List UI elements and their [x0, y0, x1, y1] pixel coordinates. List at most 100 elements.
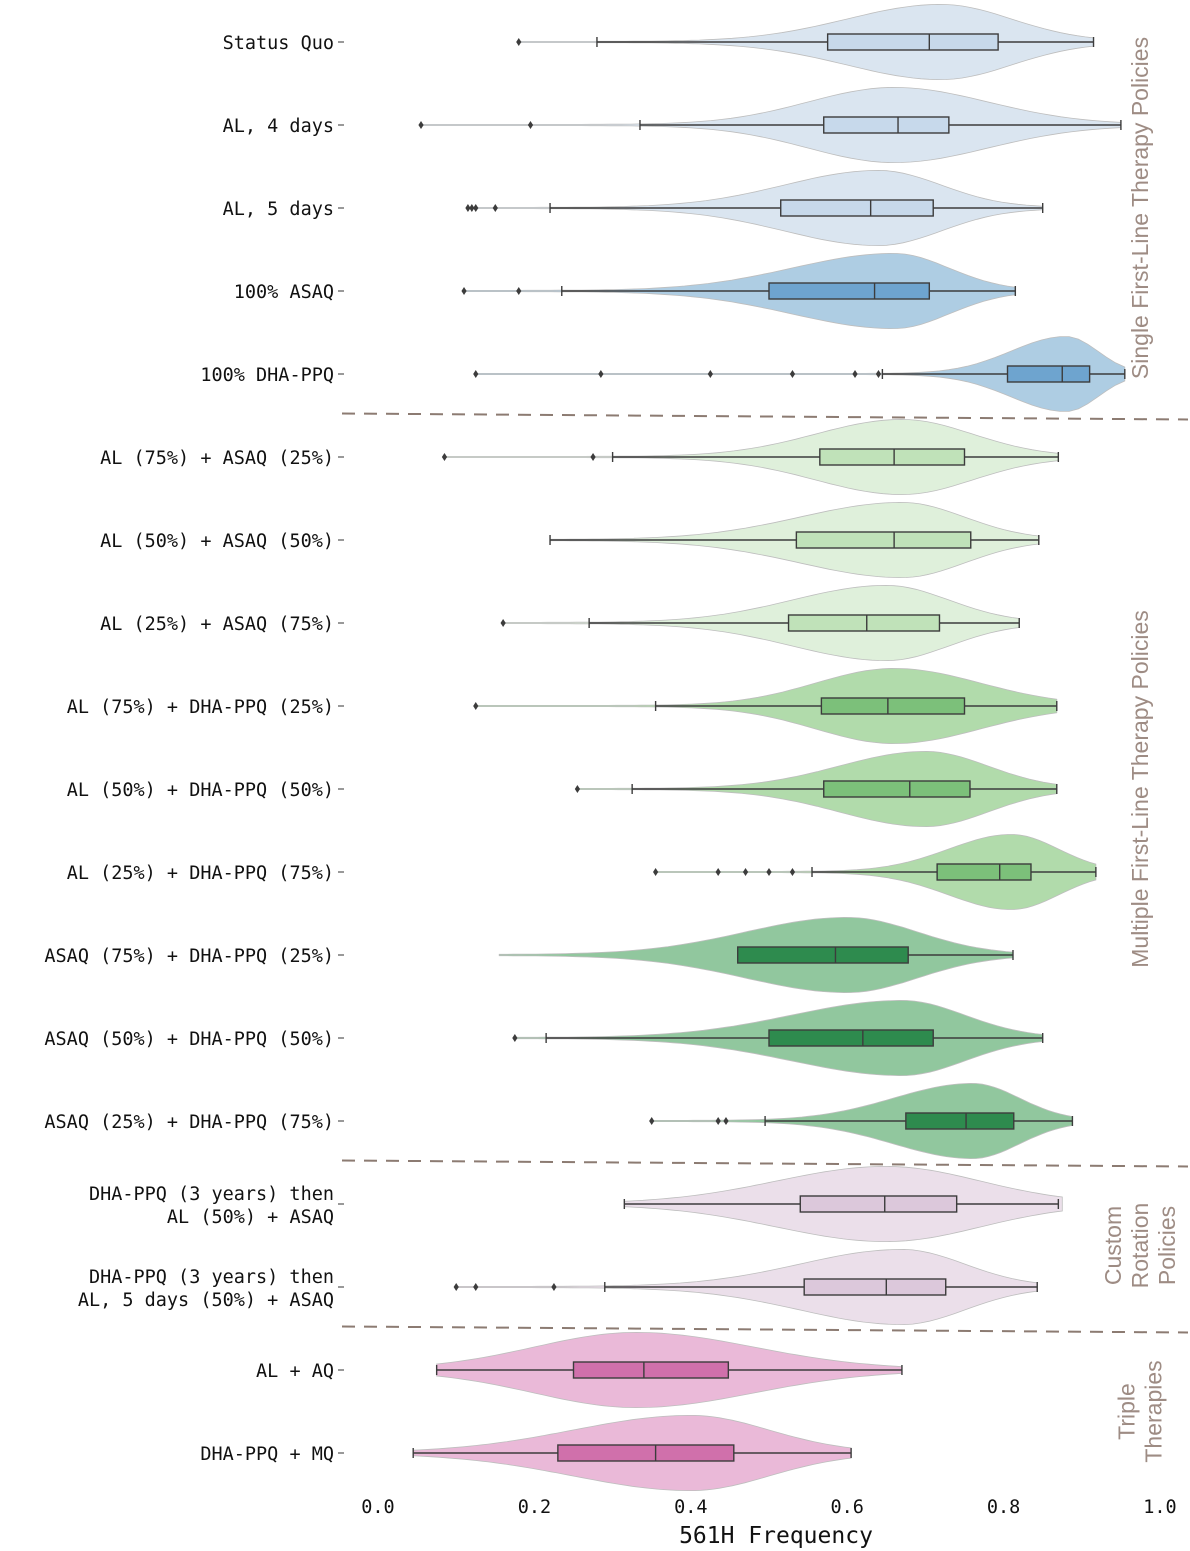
- category-label: AL (50%) + DHA-PPQ (50%): [67, 780, 334, 801]
- outlier-point: [723, 1117, 729, 1125]
- outlier-point: [516, 38, 522, 46]
- category-label-line: DHA-PPQ + MQ: [200, 1444, 334, 1465]
- category-label-line: AL, 5 days (50%) + ASAQ: [78, 1290, 334, 1311]
- iqr-box: [557, 1444, 735, 1462]
- category-label-line: AL (50%) + DHA-PPQ (50%): [67, 780, 334, 801]
- outlier-point: [453, 1283, 459, 1291]
- category-label-line: AL, 4 days: [223, 116, 334, 137]
- outlier-point: [551, 1283, 557, 1291]
- category-label-line: ASAQ (25%) + DHA-PPQ (75%): [44, 1112, 334, 1133]
- outlier-point: [516, 287, 522, 295]
- category-label-line: ASAQ (75%) + DHA-PPQ (25%): [44, 946, 334, 967]
- outlier-point: [598, 370, 604, 378]
- group-label-line: Multiple First-Line Therapy Policies: [1127, 610, 1153, 968]
- category-label-line: 100% DHA-PPQ: [200, 365, 334, 386]
- x-tick-label: 0.4: [674, 1497, 707, 1518]
- category-label: 100% ASAQ: [234, 282, 334, 303]
- iqr-box: [795, 531, 972, 549]
- group-label-line: Policies: [1154, 1206, 1180, 1285]
- violin: [475, 336, 1126, 412]
- group-label-line: Triple: [1114, 1383, 1140, 1440]
- category-label: ASAQ (50%) + DHA-PPQ (50%): [44, 1029, 334, 1050]
- category-label: AL (75%) + DHA-PPQ (25%): [67, 697, 334, 718]
- category-label-line: Status Quo: [223, 33, 334, 54]
- outlier-point: [715, 1117, 721, 1125]
- group-label: CustomRotationPolicies: [1100, 1203, 1180, 1289]
- group-label: TripleTherapies: [1114, 1360, 1167, 1462]
- group-separator: [341, 1159, 1189, 1168]
- boxplots-layer: [412, 33, 1126, 1462]
- group-separators: [341, 412, 1189, 1334]
- category-label: Status Quo: [223, 33, 334, 54]
- outlier-point: [473, 370, 479, 378]
- iqr-box: [1006, 365, 1091, 383]
- outlier-point: [512, 1034, 518, 1042]
- outlier-point: [852, 370, 858, 378]
- iqr-box: [823, 780, 971, 798]
- outlier-point: [418, 121, 424, 129]
- iqr-box: [820, 697, 966, 715]
- group-label-line: Rotation: [1127, 1203, 1153, 1289]
- category-label-line: AL (50%) + ASAQ: [167, 1207, 334, 1228]
- category-label: AL, 5 days: [223, 199, 334, 220]
- category-label-line: DHA-PPQ (3 years) then: [89, 1267, 334, 1288]
- category-label: AL (75%) + ASAQ (25%): [100, 448, 334, 469]
- category-label: DHA-PPQ + MQ: [200, 1444, 334, 1465]
- category-label: DHA-PPQ (3 years) then AL (50%) + ASAQ: [89, 1184, 334, 1228]
- iqr-box: [826, 33, 999, 51]
- outlier-point: [590, 453, 596, 461]
- outlier-point: [789, 868, 796, 876]
- iqr-box: [936, 863, 1032, 881]
- outlier-point: [500, 619, 506, 627]
- outlier-point: [789, 370, 796, 378]
- category-label-line: AL, 5 days: [223, 199, 334, 220]
- category-label-line: AL (75%) + DHA-PPQ (25%): [67, 697, 334, 718]
- iqr-box: [803, 1278, 947, 1296]
- iqr-box: [768, 1029, 934, 1047]
- group-label-line: Custom: [1100, 1206, 1126, 1285]
- category-label-line: 100% ASAQ: [234, 282, 334, 303]
- category-label: ASAQ (75%) + DHA-PPQ (25%): [44, 946, 334, 967]
- category-label-line: AL + AQ: [256, 1361, 334, 1382]
- outlier-point: [766, 868, 772, 876]
- x-tick-label: 1.0: [1143, 1497, 1176, 1518]
- violins-layer: [412, 3, 1126, 1491]
- outlier-point: [574, 785, 581, 793]
- category-label: AL (50%) + ASAQ (50%): [100, 531, 334, 552]
- group-label: Single First-Line Therapy Policies: [1127, 37, 1153, 379]
- iqr-box: [768, 282, 931, 300]
- iqr-box: [823, 116, 950, 134]
- outlier-point: [715, 868, 721, 876]
- category-label-line: AL (50%) + ASAQ (50%): [100, 531, 334, 552]
- category-label-line: AL (75%) + ASAQ (25%): [100, 448, 334, 469]
- category-label: AL, 4 days: [223, 116, 334, 137]
- group-labels-layer: Single First-Line Therapy Policies Multip…: [1100, 37, 1180, 1463]
- outlier-point: [742, 868, 749, 876]
- category-label: DHA-PPQ (3 years) then AL, 5 days (50%) +…: [78, 1267, 334, 1311]
- outlier-point: [653, 868, 659, 876]
- group-separator: [341, 1325, 1189, 1334]
- outlier-point: [875, 370, 882, 378]
- outlier-point: [473, 204, 479, 212]
- category-label: AL (25%) + ASAQ (75%): [100, 614, 334, 635]
- category-label-line: DHA-PPQ (3 years) then: [89, 1184, 334, 1205]
- category-label: AL (25%) + DHA-PPQ (75%): [67, 863, 334, 884]
- x-axis: 0.0 0.2 0.4 0.6 0.8 1.0: [361, 1497, 1176, 1518]
- category-label-line: ASAQ (50%) + DHA-PPQ (50%): [44, 1029, 334, 1050]
- iqr-box: [737, 946, 909, 964]
- outlier-point: [441, 453, 448, 461]
- outlier-point: [461, 287, 467, 295]
- category-label: 100% DHA-PPQ: [200, 365, 334, 386]
- group-separator: [341, 412, 1189, 421]
- iqr-box: [787, 614, 941, 632]
- group-label-line: Therapies: [1141, 1360, 1167, 1462]
- x-axis-title: 561H Frequency: [679, 1523, 873, 1549]
- category-label: AL + AQ: [256, 1361, 334, 1382]
- x-tick-label: 0.6: [830, 1497, 863, 1518]
- outlier-point: [465, 204, 471, 212]
- iqr-box: [572, 1361, 730, 1379]
- group-label-line: Single First-Line Therapy Policies: [1127, 37, 1153, 379]
- iqr-box: [905, 1112, 1015, 1130]
- iqr-box: [819, 448, 966, 466]
